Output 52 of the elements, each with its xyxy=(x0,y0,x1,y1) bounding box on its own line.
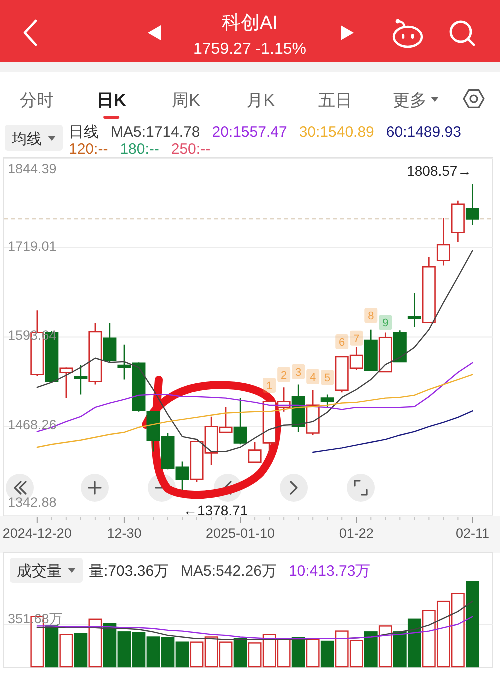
y-tick-label: 1844.39 xyxy=(8,162,57,176)
text: 60:1489.93 xyxy=(386,124,462,141)
bar xyxy=(88,618,102,668)
chart-title: 科创AI xyxy=(222,13,278,34)
bar xyxy=(378,626,392,668)
text: 成交量 xyxy=(17,563,62,580)
bar xyxy=(45,626,59,668)
bar xyxy=(292,638,306,668)
text: 1808.57→ xyxy=(407,163,472,180)
annotation: 3 xyxy=(296,366,302,379)
legend-label: 120:-- xyxy=(69,141,108,158)
annotation: 6 xyxy=(339,336,346,349)
bar xyxy=(234,638,248,668)
bar xyxy=(466,581,480,668)
y-tick-label: 1719.01 xyxy=(8,238,57,254)
text: 分时 xyxy=(20,91,54,110)
x-tick-label: 01-22 xyxy=(339,526,374,541)
text: MA5:542.26万 xyxy=(181,563,277,580)
text: 更多 xyxy=(393,91,427,110)
text: 周K xyxy=(172,91,202,110)
annotation: 8 xyxy=(368,310,374,323)
text: 量:703.36万 xyxy=(89,563,170,580)
text: 月K xyxy=(246,91,276,110)
annotation: 9 xyxy=(382,318,389,330)
bar xyxy=(306,639,320,668)
annotation: 7 xyxy=(354,333,360,346)
x-tick-label: 12-30 xyxy=(107,526,142,541)
bar xyxy=(320,640,334,668)
text: 日线 xyxy=(69,124,99,141)
chart-subtitle: 1759.27 -1.15% xyxy=(194,41,306,58)
x-tick-label: 02-11 xyxy=(456,526,490,541)
text: 均线 xyxy=(11,131,42,148)
text: 20:1557.47 xyxy=(212,124,288,141)
annotation: 2 xyxy=(281,370,288,382)
text: 10:413.73万 xyxy=(288,563,371,580)
annotation: 1 xyxy=(266,380,273,392)
annotation: 4 xyxy=(310,372,316,384)
text: 五日 xyxy=(318,91,352,110)
text: 30:1540.89 xyxy=(299,124,374,141)
annotation: 5 xyxy=(324,372,331,385)
bar xyxy=(60,634,74,668)
x-tick-label: 2025-01-10 xyxy=(206,526,276,541)
text: ←1378.71 xyxy=(184,502,248,518)
bar xyxy=(74,633,88,668)
bar xyxy=(364,632,378,668)
legend-label: 180:-- xyxy=(120,141,160,158)
y-tick-label: 1468.26 xyxy=(8,418,57,433)
x-tick-label: 2024-12-20 xyxy=(2,526,72,541)
text: MA5:1714.78 xyxy=(111,124,200,141)
y-tick-label: 1342.88 xyxy=(8,495,57,510)
text: 日K xyxy=(96,91,127,110)
legend-label: 250:-- xyxy=(171,141,211,158)
